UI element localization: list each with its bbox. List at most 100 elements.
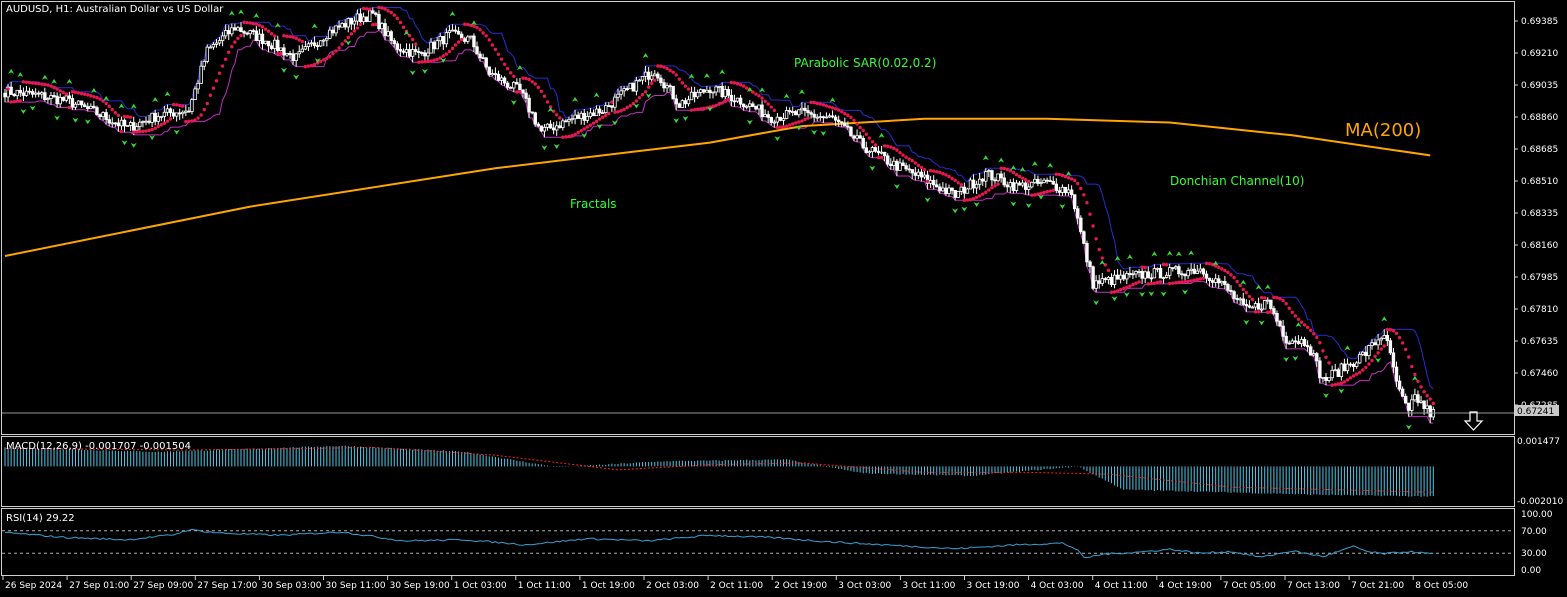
- candle-body: [1232, 291, 1236, 299]
- sar-dot: [791, 122, 795, 126]
- candle-body: [12, 94, 16, 97]
- candle-body: [481, 57, 485, 60]
- sar-dot: [1370, 358, 1374, 363]
- candle-body: [101, 112, 105, 118]
- sar-dot: [55, 87, 59, 91]
- rsi-panel-frame: [1, 508, 1515, 576]
- fractal-up-icon: [593, 92, 600, 98]
- candle-body: [735, 97, 740, 102]
- candle-body: [383, 23, 387, 37]
- sar-dot: [73, 90, 78, 94]
- candle-body: [1180, 273, 1184, 276]
- candle-body: [15, 89, 19, 97]
- candle-body: [1183, 273, 1187, 277]
- fractal-up-icon: [130, 103, 137, 109]
- candle-body: [1198, 268, 1203, 272]
- sar-dot: [1195, 277, 1199, 282]
- candle-body: [665, 85, 669, 89]
- y-tick-label: 0.67635: [1521, 337, 1558, 347]
- candle-body: [493, 73, 498, 76]
- fractal-up-icon: [759, 87, 766, 93]
- fractal-down-icon: [973, 201, 980, 207]
- candle-body: [1244, 304, 1249, 307]
- macd-tick-label: 0.001477: [1517, 437, 1560, 447]
- sar-dot: [135, 130, 139, 134]
- sar-dot: [723, 99, 727, 104]
- sar-dot: [650, 81, 654, 86]
- sar-dot: [840, 110, 844, 114]
- y-tick-label: 0.68685: [1521, 145, 1558, 155]
- candle-body: [708, 89, 712, 93]
- sar-dot: [1226, 270, 1230, 275]
- sar-dot: [444, 52, 449, 56]
- candle-body: [162, 111, 167, 117]
- sar-dot: [153, 126, 157, 130]
- sar-dot: [907, 157, 911, 161]
- candle-body: [981, 178, 985, 182]
- fractal-down-icon: [682, 116, 689, 122]
- sar-dot: [285, 34, 289, 38]
- sar-dot: [1042, 190, 1046, 195]
- sar-dot: [1207, 262, 1212, 266]
- sar-dot: [953, 178, 957, 183]
- candle-body: [695, 92, 700, 98]
- macd-panel-frame: [1, 436, 1515, 507]
- fractal-up-icon: [311, 23, 318, 29]
- candle-body: [1312, 353, 1316, 356]
- candle-body: [414, 49, 418, 52]
- sar-dot: [876, 155, 881, 160]
- sar-dot: [1054, 172, 1058, 176]
- candle-body: [1017, 182, 1022, 186]
- sar-dot: [239, 33, 243, 38]
- sar-dot: [1122, 286, 1126, 291]
- candle-body: [558, 125, 562, 129]
- candle-body: [895, 160, 899, 171]
- candle-body: [1382, 335, 1386, 339]
- candle-body: [76, 100, 81, 105]
- candle-body: [680, 100, 685, 108]
- fractal-down-icon: [1258, 320, 1265, 326]
- candle-body: [591, 112, 596, 117]
- candle-body: [254, 30, 259, 42]
- candle-body: [953, 190, 957, 198]
- fractal-down-icon: [130, 142, 137, 148]
- candle-body: [107, 119, 111, 124]
- sar-dot: [490, 43, 495, 47]
- candle-body: [616, 93, 620, 98]
- sar-dot: [1358, 370, 1362, 375]
- sar-dot: [355, 26, 360, 30]
- candle-body: [689, 91, 694, 101]
- candle-body: [1091, 266, 1095, 289]
- sar-dot: [545, 100, 550, 104]
- candle-body: [1404, 395, 1408, 404]
- sar-dot: [6, 87, 10, 91]
- candle-body: [104, 112, 108, 120]
- candle-body: [211, 44, 216, 48]
- sar-dot: [1171, 281, 1175, 285]
- sar-dot: [1266, 310, 1270, 315]
- sar-dot: [300, 39, 305, 44]
- x-tick-label: 30 Sep 03:00: [261, 581, 321, 591]
- candle-body: [763, 114, 767, 118]
- sar-dot: [30, 81, 35, 85]
- candle-body: [1419, 400, 1423, 403]
- sar-dot: [104, 101, 108, 106]
- candle-body: [98, 114, 102, 118]
- sar-dot: [1128, 284, 1132, 288]
- candle-body: [18, 89, 23, 94]
- sar-dot: [220, 64, 225, 68]
- sar-dot: [1140, 265, 1144, 269]
- sar-dot: [879, 155, 884, 160]
- candle-body: [95, 107, 99, 116]
- candle-body: [640, 76, 645, 81]
- fractal-up-icon: [253, 13, 260, 19]
- x-tick-label: 2 Oct 03:00: [646, 581, 699, 591]
- sar-dot: [208, 93, 213, 97]
- sar-dot: [579, 128, 583, 133]
- fractal-up-icon: [1175, 251, 1182, 257]
- candle-body: [374, 12, 378, 15]
- sar-dot: [181, 104, 185, 108]
- sar-label: PArabolic SAR(0.02,0.2): [794, 56, 936, 70]
- candle-body: [82, 104, 87, 108]
